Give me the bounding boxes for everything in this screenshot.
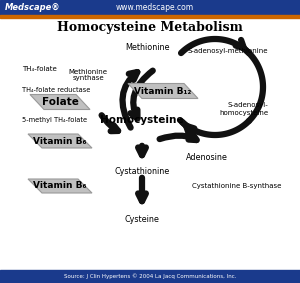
Text: Source: J Clin Hypertens © 2004 La Jacq Communications, Inc.: Source: J Clin Hypertens © 2004 La Jacq … (64, 274, 236, 279)
Text: S-adenosyl-methionine: S-adenosyl-methionine (188, 48, 268, 54)
Text: Homocysteine Metabolism: Homocysteine Metabolism (57, 22, 243, 35)
Text: TH₄-folate reductase: TH₄-folate reductase (22, 87, 90, 93)
Text: 5-methyl TH₄-folate: 5-methyl TH₄-folate (22, 117, 87, 123)
Polygon shape (28, 134, 92, 148)
Text: Vitamin B₆: Vitamin B₆ (33, 136, 87, 145)
Text: TH₄-folate: TH₄-folate (22, 66, 57, 72)
Text: S-adenosyl-
homocysteine: S-adenosyl- homocysteine (219, 102, 268, 115)
Bar (0, 15, 300, 18)
Polygon shape (28, 179, 92, 193)
Text: Vitamin B₁₂: Vitamin B₁₂ (134, 87, 192, 95)
Bar (0, 270, 300, 283)
Text: Cystathionine: Cystathionine (114, 167, 169, 176)
Text: www.medscape.com: www.medscape.com (116, 3, 194, 12)
Text: Medscape®: Medscape® (5, 3, 61, 12)
Text: Adenosine: Adenosine (186, 153, 228, 162)
Text: Vitamin B₆: Vitamin B₆ (33, 181, 87, 190)
Polygon shape (30, 95, 90, 110)
Text: Methionine
synthase: Methionine synthase (68, 69, 107, 81)
Text: Methionine: Methionine (126, 43, 170, 52)
Text: Homocysteine: Homocysteine (100, 115, 184, 125)
Text: Cysteine: Cysteine (124, 215, 159, 224)
Polygon shape (128, 83, 198, 98)
Text: Cystathionine B-synthase: Cystathionine B-synthase (192, 183, 281, 189)
Bar (0, 0, 300, 15)
Text: Folate: Folate (42, 97, 78, 107)
